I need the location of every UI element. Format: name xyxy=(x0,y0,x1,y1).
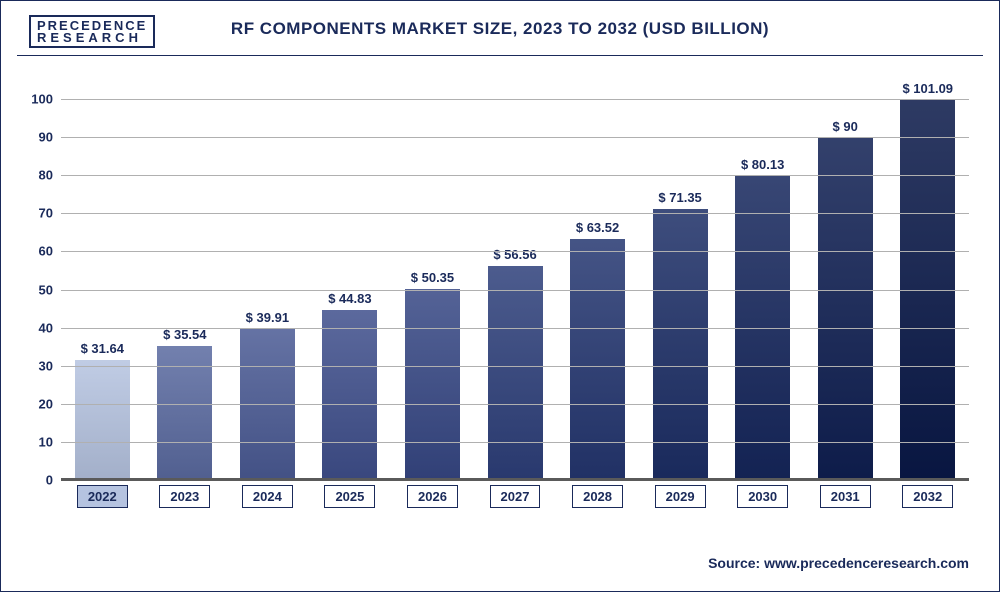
bar-value-label: $ 39.91 xyxy=(246,310,289,325)
x-tick: 2027 xyxy=(474,485,557,508)
bar-column: $ 50.35 xyxy=(391,81,474,481)
bar xyxy=(405,289,460,481)
y-tick-label: 70 xyxy=(21,206,61,221)
bar-column: $ 63.52 xyxy=(556,81,639,481)
plot-region: $ 31.64 $ 35.54 $ 39.91 $ 44.83 $ 50.35 $ 56.… xyxy=(61,81,969,481)
y-tick-label: 40 xyxy=(21,320,61,335)
bar-column: $ 56.56 xyxy=(474,81,557,481)
grid-line: 30 xyxy=(61,366,969,367)
x-tick-label: 2032 xyxy=(902,485,953,508)
bar xyxy=(818,138,873,481)
bar xyxy=(75,360,130,481)
grid-line: 100 xyxy=(61,99,969,100)
bar-column: $ 101.09 xyxy=(886,81,969,481)
bar xyxy=(653,209,708,481)
chart-title: RF COMPONENTS MARKET SIZE, 2023 TO 2032 … xyxy=(231,19,769,38)
grid-line: 40 xyxy=(61,328,969,329)
y-tick-label: 100 xyxy=(21,92,61,107)
bar-column: $ 44.83 xyxy=(309,81,392,481)
x-tick: 2029 xyxy=(639,485,722,508)
y-tick-label: 80 xyxy=(21,168,61,183)
x-tick: 2030 xyxy=(721,485,804,508)
x-tick-label: 2028 xyxy=(572,485,623,508)
y-tick-label: 20 xyxy=(21,396,61,411)
bar-column: $ 71.35 xyxy=(639,81,722,481)
bar-value-label: $ 63.52 xyxy=(576,220,619,235)
y-tick-label: 30 xyxy=(21,358,61,373)
x-tick: 2024 xyxy=(226,485,309,508)
x-tick: 2022 xyxy=(61,485,144,508)
bar-column: $ 80.13 xyxy=(721,81,804,481)
bar-column: $ 35.54 xyxy=(144,81,227,481)
y-tick-label: 60 xyxy=(21,244,61,259)
bar-column: $ 90 xyxy=(804,81,887,481)
x-tick: 2023 xyxy=(144,485,227,508)
bar-value-label: $ 50.35 xyxy=(411,270,454,285)
bar-value-label: $ 44.83 xyxy=(328,291,371,306)
grid-line: 10 xyxy=(61,442,969,443)
y-tick-label: 0 xyxy=(21,473,61,488)
y-tick-label: 10 xyxy=(21,434,61,449)
x-tick: 2028 xyxy=(556,485,639,508)
x-tick: 2026 xyxy=(391,485,474,508)
bar-value-label: $ 31.64 xyxy=(81,341,124,356)
bar-value-label: $ 71.35 xyxy=(658,190,701,205)
bar xyxy=(240,329,295,481)
x-tick-label: 2029 xyxy=(655,485,706,508)
x-axis: 2022 2023 2024 2025 2026 2027 2028 2029 2030 2031… xyxy=(61,481,969,511)
bar xyxy=(488,266,543,481)
bar-column: $ 39.91 xyxy=(226,81,309,481)
y-tick-label: 50 xyxy=(21,282,61,297)
bar-value-label: $ 101.09 xyxy=(902,81,953,96)
x-tick: 2031 xyxy=(804,485,887,508)
bar-value-label: $ 90 xyxy=(833,119,858,134)
bar xyxy=(570,239,625,481)
bar xyxy=(322,310,377,481)
x-tick: 2032 xyxy=(886,485,969,508)
x-tick-label: 2024 xyxy=(242,485,293,508)
grid-line: 90 xyxy=(61,137,969,138)
bar-value-label: $ 35.54 xyxy=(163,327,206,342)
bar-value-label: $ 80.13 xyxy=(741,157,784,172)
x-tick-label: 2023 xyxy=(159,485,210,508)
chart-title-wrap: RF COMPONENTS MARKET SIZE, 2023 TO 2032 … xyxy=(1,19,999,39)
bars-container: $ 31.64 $ 35.54 $ 39.91 $ 44.83 $ 50.35 $ 56.… xyxy=(61,81,969,481)
grid-line: 50 xyxy=(61,290,969,291)
grid-line: 20 xyxy=(61,404,969,405)
grid-line: 60 xyxy=(61,251,969,252)
x-tick-label: 2025 xyxy=(324,485,375,508)
x-tick-label: 2026 xyxy=(407,485,458,508)
chart-area: $ 31.64 $ 35.54 $ 39.91 $ 44.83 $ 50.35 $ 56.… xyxy=(61,81,969,511)
x-tick-label: 2030 xyxy=(737,485,788,508)
grid-line: 70 xyxy=(61,213,969,214)
y-tick-label: 90 xyxy=(21,130,61,145)
x-tick-label: 2022 xyxy=(77,485,128,508)
source-citation: Source: www.precedenceresearch.com xyxy=(708,555,969,571)
bar-column: $ 31.64 xyxy=(61,81,144,481)
x-tick-label: 2027 xyxy=(490,485,541,508)
bar-value-label: $ 56.56 xyxy=(493,247,536,262)
x-tick-label: 2031 xyxy=(820,485,871,508)
header-divider xyxy=(17,55,983,56)
x-tick: 2025 xyxy=(309,485,392,508)
grid-line: 80 xyxy=(61,175,969,176)
